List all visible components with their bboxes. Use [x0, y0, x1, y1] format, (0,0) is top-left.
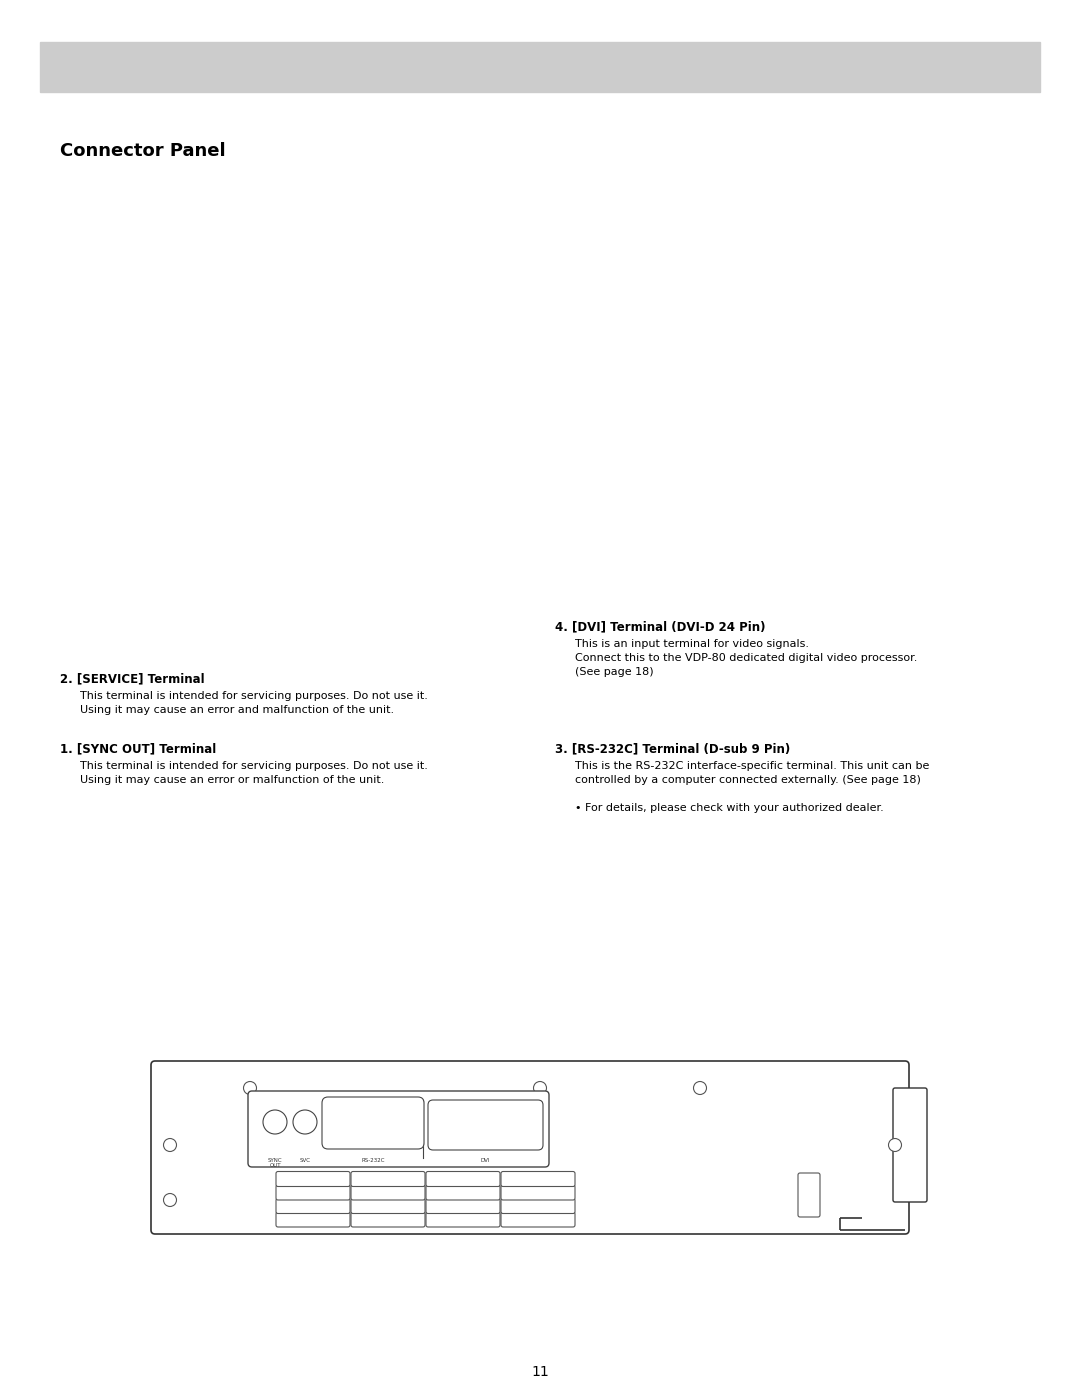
Bar	[40, 42, 1040, 92]
FancyBboxPatch shape	[351, 1199, 426, 1214]
FancyBboxPatch shape	[276, 1213, 350, 1227]
FancyBboxPatch shape	[351, 1185, 426, 1200]
Text: 2. [SERVICE] Terminal: 2. [SERVICE] Terminal	[60, 672, 204, 685]
FancyBboxPatch shape	[151, 1060, 909, 1234]
FancyBboxPatch shape	[501, 1199, 575, 1214]
Text: This terminal is intended for servicing purposes. Do not use it.
Using it may ca: This terminal is intended for servicing …	[80, 761, 428, 785]
Text: 4. [DVI] Terminal (DVI-D 24 Pin): 4. [DVI] Terminal (DVI-D 24 Pin)	[555, 620, 766, 633]
Text: This is the RS-232C interface-specific terminal. This unit can be
controlled by : This is the RS-232C interface-specific t…	[575, 761, 930, 813]
Text: This is an input terminal for video signals.
Connect this to the VDP-80 dedicate: This is an input terminal for video sign…	[575, 638, 917, 678]
FancyBboxPatch shape	[322, 1097, 424, 1148]
Text: DVI: DVI	[481, 1158, 490, 1162]
Text: RS-232C: RS-232C	[361, 1158, 384, 1162]
FancyBboxPatch shape	[893, 1088, 927, 1201]
Text: This terminal is intended for servicing purposes. Do not use it.
Using it may ca: This terminal is intended for servicing …	[80, 692, 428, 715]
FancyBboxPatch shape	[426, 1213, 500, 1227]
FancyBboxPatch shape	[501, 1213, 575, 1227]
FancyBboxPatch shape	[501, 1185, 575, 1200]
FancyBboxPatch shape	[248, 1091, 549, 1166]
Circle shape	[163, 1139, 176, 1151]
FancyBboxPatch shape	[426, 1172, 500, 1186]
Circle shape	[264, 1111, 287, 1134]
Text: SVC: SVC	[299, 1158, 311, 1162]
Circle shape	[243, 1081, 257, 1094]
FancyBboxPatch shape	[426, 1185, 500, 1200]
Text: 1. [SYNC OUT] Terminal: 1. [SYNC OUT] Terminal	[60, 742, 216, 754]
FancyBboxPatch shape	[276, 1199, 350, 1214]
FancyBboxPatch shape	[276, 1185, 350, 1200]
Circle shape	[293, 1111, 318, 1134]
Circle shape	[534, 1081, 546, 1094]
FancyBboxPatch shape	[351, 1213, 426, 1227]
FancyBboxPatch shape	[501, 1172, 575, 1186]
Text: 3. [RS-232C] Terminal (D-sub 9 Pin): 3. [RS-232C] Terminal (D-sub 9 Pin)	[555, 742, 791, 754]
Circle shape	[889, 1139, 902, 1151]
Text: Connector Panel: Connector Panel	[60, 142, 226, 161]
FancyBboxPatch shape	[351, 1172, 426, 1186]
FancyBboxPatch shape	[798, 1173, 820, 1217]
Circle shape	[163, 1193, 176, 1207]
FancyBboxPatch shape	[426, 1199, 500, 1214]
Circle shape	[693, 1081, 706, 1094]
FancyBboxPatch shape	[428, 1099, 543, 1150]
Text: SYNC
OUT: SYNC OUT	[268, 1158, 282, 1168]
Text: 11: 11	[531, 1365, 549, 1379]
FancyBboxPatch shape	[276, 1172, 350, 1186]
